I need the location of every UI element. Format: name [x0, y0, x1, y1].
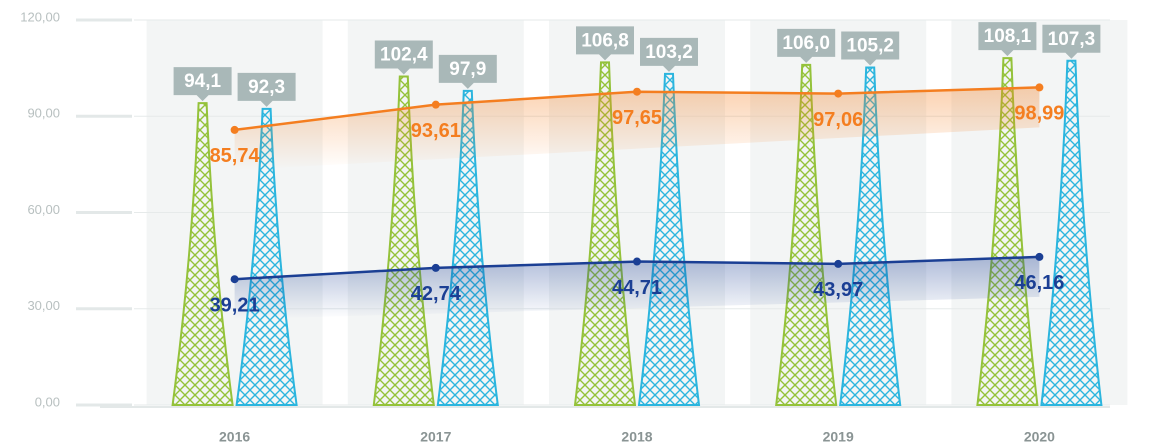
label-box	[576, 26, 634, 61]
value-label: 85,74	[210, 145, 261, 167]
value-label: 42,74	[411, 283, 462, 305]
value-label: 93,61	[411, 120, 461, 142]
value-label: 44,71	[612, 277, 662, 299]
y-tick-label: 0,00	[35, 394, 60, 409]
value-label: 108,1	[984, 26, 1032, 47]
y-tick-label: 90,00	[27, 106, 60, 121]
line-point	[1035, 83, 1044, 92]
value-label: 39,21	[210, 294, 260, 316]
x-tick-label: 2018	[621, 429, 652, 445]
bar	[1040, 59, 1103, 406]
value-label: 105,2	[846, 35, 894, 56]
label-box	[1042, 24, 1101, 59]
value-label: 103,2	[645, 42, 693, 63]
label-box	[374, 40, 433, 75]
line-point	[633, 87, 641, 96]
line-point	[834, 89, 843, 98]
label-box	[173, 67, 232, 102]
line-shade	[234, 256, 1040, 320]
label-box	[237, 72, 296, 107]
label-box	[438, 54, 497, 89]
line-point	[633, 257, 641, 266]
line-point	[431, 263, 440, 272]
label-box	[640, 37, 698, 72]
line-point	[230, 275, 239, 284]
y-tick-label: 60,00	[27, 202, 60, 217]
value-label: 46,16	[1014, 272, 1064, 294]
label-box	[978, 22, 1037, 57]
value-label: 97,06	[813, 109, 863, 131]
label-box	[841, 31, 900, 66]
x-tick-label: 2019	[823, 429, 854, 445]
value-label: 43,97	[813, 279, 863, 301]
value-label: 106,0	[782, 33, 830, 54]
line-point	[1035, 252, 1044, 261]
value-label: 97,65	[612, 107, 662, 129]
line-point	[834, 259, 843, 268]
x-tick-label: 2017	[420, 429, 451, 445]
x-tick-label: 2016	[219, 429, 250, 445]
value-label: 94,1	[184, 71, 221, 92]
value-label: 92,3	[248, 77, 285, 98]
x-tick-label: 2020	[1024, 429, 1055, 445]
value-label: 107,3	[1048, 29, 1096, 50]
bar	[171, 102, 234, 406]
value-label: 97,9	[449, 59, 486, 80]
y-tick-label: 120,00	[20, 9, 60, 24]
value-label: 98,99	[1014, 103, 1064, 125]
value-label: 106,8	[581, 30, 629, 51]
line-point	[230, 125, 239, 134]
line-point	[431, 100, 440, 109]
label-box	[777, 28, 836, 63]
value-label: 102,4	[380, 44, 428, 65]
y-tick-label: 30,00	[27, 298, 60, 313]
